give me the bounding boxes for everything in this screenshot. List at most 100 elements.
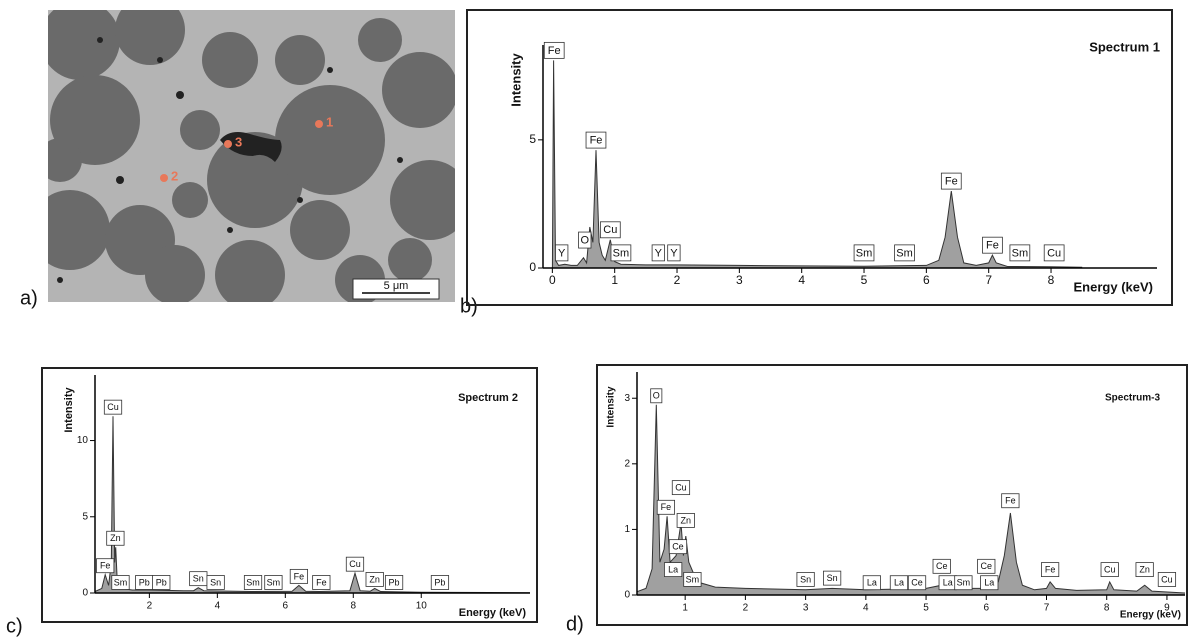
peak-label: O [580,234,589,246]
x-tick-label: 2 [674,273,681,287]
peak-label: Cu [107,402,119,412]
peak-label: Cu [1047,247,1061,259]
peak-label: Fe [294,571,305,581]
peak-label-box [264,575,283,590]
x-tick-label: 7 [985,273,992,287]
y-tick-label: 1 [624,524,630,535]
peak-label: Sm [686,574,700,584]
peak-label: Fe [986,240,999,252]
x-tick-label: 2 [743,603,749,614]
panel-label: a) [20,287,38,309]
y-tick-label: 5 [529,132,536,146]
analysis-points [160,120,323,182]
peak-label-box [823,570,842,586]
peak-label: Zn [1139,564,1150,574]
peak-label: La [668,564,678,574]
peak-label: Pb [434,577,445,587]
peak-label-box [106,530,125,546]
peak-label-box [651,244,665,262]
spectrum-line [94,416,531,594]
peak-label-box [1043,244,1065,262]
peak-label-box [345,556,365,572]
peak-label-box [365,572,384,587]
peak-label: La [984,578,994,588]
peak-label: Sm [246,577,260,587]
peak-label-box [932,558,951,574]
x-tick-label: 3 [803,603,809,614]
peak-label: O [653,391,660,401]
peak-label-box [111,575,130,590]
x-tick-label: 8 [1104,603,1110,614]
point-label: 3 [235,134,242,149]
peak-label: Zn [110,533,121,543]
x-tick-label: 6 [923,273,930,287]
grains [48,10,455,302]
panel-frame [596,364,1188,626]
peak-label-box [664,562,683,578]
peak-label-box [243,575,263,590]
peak-label: Zn [369,574,380,584]
peak-label: Fe [548,45,561,57]
y-tick-label: 0 [82,588,88,599]
peak-label: Cu [1161,574,1173,584]
peak-label-box [289,568,309,584]
peak-label: Cu [349,559,361,569]
y-tick-label: 0 [624,590,630,601]
peak-label: Y [670,247,678,259]
peak-label-box [676,513,695,528]
peak-label: Fe [661,502,672,512]
peak-label: Fe [1045,564,1056,574]
peak-label-box [1100,562,1119,578]
peak-label-box [862,575,881,591]
peak-label-box [1135,562,1154,578]
chart-title: Spectrum 1 [1089,39,1160,54]
peak-label: Ce [936,561,948,571]
scale-bar-label: 5 μm [384,280,409,292]
peak-label: Fe [945,176,958,188]
peak-label-box [940,172,962,190]
y-axis-title: Intensity [508,53,523,107]
peak-label-box [853,244,875,262]
x-tick-label: 4 [215,601,221,612]
peak-label-box [1157,572,1177,587]
x-tick-label: 4 [863,603,869,614]
x-tick-label: 6 [983,603,989,614]
peak-label-box [894,244,915,262]
peak-label: Sm [613,247,630,259]
x-tick-label: 8 [351,601,357,612]
scale-bar-box [352,278,440,300]
peak-label: Cu [603,224,617,236]
peak-label: Fe [590,134,603,146]
chart-title: Spectrum-3 [1105,393,1160,404]
panel-frame [41,367,538,623]
peak-label-box [1001,493,1020,509]
peak-label: Y [655,247,663,259]
peak-label-box [384,575,404,590]
peak-label-box [610,244,632,262]
x-tick-label: 3 [736,273,743,287]
peak-label-box [668,539,688,555]
peak-label-box [599,221,621,239]
peak-label: Cu [1104,564,1116,574]
pores [57,37,403,283]
y-tick-label: 0 [529,260,536,274]
peak-label: Sn [193,574,204,584]
peak-label-box [671,480,691,496]
peak-label: Sm [267,577,281,587]
peak-label: Pb [389,577,400,587]
peak-label: Fe [316,577,327,587]
peak-label-box [982,236,1003,254]
panel-label: b) [460,295,478,317]
x-tick-label: 2 [147,601,153,612]
panel-label: d) [566,613,584,635]
y-tick-label: 5 [82,511,88,522]
peak-label-box [1041,562,1060,578]
peak-label: La [867,578,877,588]
peak-label: Sm [957,578,971,588]
peak-label: Sn [800,574,811,584]
point-label: 2 [171,168,178,183]
peak-label-box [683,572,702,587]
peak-label-box [430,575,450,590]
peak-label-box [889,575,909,591]
